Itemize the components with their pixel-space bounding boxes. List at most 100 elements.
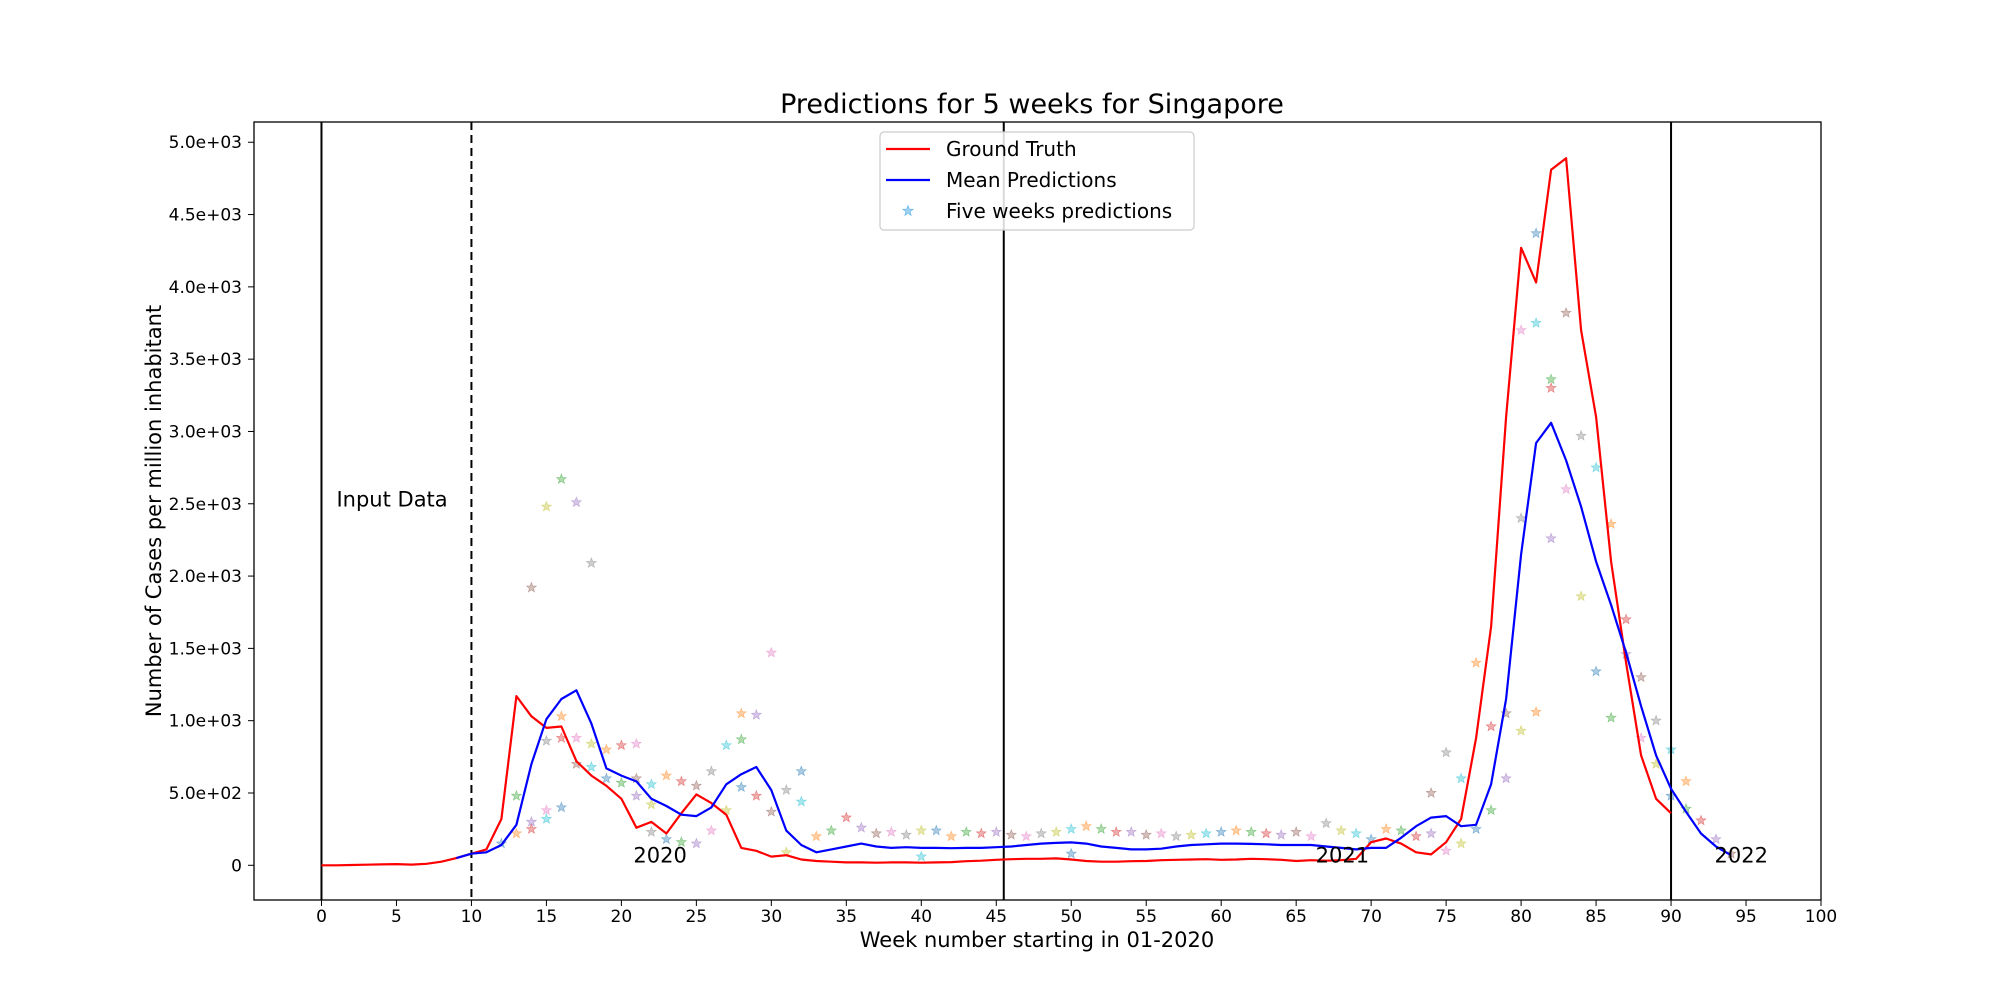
prediction-point	[1020, 830, 1033, 842]
prediction-point	[525, 823, 538, 834]
prediction-point	[1410, 830, 1422, 842]
prediction-point	[1275, 828, 1287, 840]
x-tick-label: 60	[1210, 907, 1232, 927]
legend-swatch-five-weeks-star	[901, 204, 915, 217]
prediction-point	[1170, 830, 1183, 842]
prediction-point	[540, 734, 553, 746]
prediction-point	[525, 815, 538, 827]
prediction-point	[675, 775, 688, 787]
y-tick-label: 2.0e+03	[169, 567, 242, 587]
prediction-point	[1110, 825, 1123, 837]
x-tick-label: 40	[910, 907, 932, 927]
prediction-point	[585, 760, 598, 772]
prediction-point	[1185, 828, 1197, 840]
prediction-point	[885, 825, 898, 837]
prediction-point	[765, 805, 778, 817]
prediction-point	[1215, 825, 1227, 837]
y-axis: 0 5.0e+02 1.0e+03 1.5e+03 2.0e+03 2.5e+03 3.0e…	[169, 133, 254, 876]
prediction-point	[690, 837, 703, 849]
y-tick-label: 2.5e+03	[169, 495, 242, 515]
prediction-point	[1635, 671, 1647, 683]
prediction-point	[810, 830, 823, 842]
series-line-ground-truth	[321, 157, 1672, 867]
x-tick-label: 30	[761, 907, 783, 927]
prediction-point	[1530, 227, 1542, 239]
prediction-point	[1155, 827, 1168, 839]
prediction-point	[1515, 324, 1527, 336]
prediction-point	[525, 581, 538, 593]
prediction-point	[1590, 461, 1602, 473]
prediction-point	[750, 708, 763, 720]
prediction-point	[1050, 825, 1063, 837]
prediction-point	[1575, 429, 1587, 441]
prediction-point	[1605, 711, 1617, 723]
prediction-point	[855, 821, 868, 833]
prediction-point	[510, 827, 523, 839]
legend-label-mean-predictions: Mean Predictions	[946, 168, 1117, 192]
prediction-point	[1515, 724, 1527, 736]
prediction-point	[1035, 827, 1048, 839]
x-tick-label: 100	[1805, 907, 1837, 927]
prediction-point	[1005, 828, 1017, 840]
x-axis: 0 5 10 15 20 25 30 35 40 45 50 55 60 65 70 75 80 85 90 95 10…	[316, 900, 1837, 927]
prediction-point	[1500, 707, 1512, 719]
x-tick-label: 15	[536, 907, 558, 927]
prediction-point	[1125, 825, 1138, 837]
prediction-point	[1350, 827, 1362, 839]
prediction-point	[555, 710, 568, 722]
prediction-point	[1260, 827, 1272, 839]
x-tick-label: 35	[835, 907, 857, 927]
y-tick-label: 3.5e+03	[169, 350, 242, 370]
y-tick-label: 4.0e+03	[169, 278, 242, 298]
x-axis-label: Week number starting in 01-2020	[860, 928, 1214, 952]
prediction-point	[720, 804, 733, 816]
y-tick-label: 4.5e+03	[169, 206, 242, 226]
x-tick-label: 90	[1660, 907, 1682, 927]
x-tick-label: 0	[316, 907, 327, 927]
y-tick-label: 1.0e+03	[169, 712, 242, 732]
prediction-point	[1530, 705, 1542, 717]
prediction-point	[615, 776, 628, 788]
prediction-point	[705, 765, 718, 777]
y-tick-label: 3.0e+03	[169, 422, 242, 442]
annotation-2022: 2022	[1715, 843, 1768, 867]
prediction-point	[1545, 373, 1557, 385]
x-tick-label: 50	[1060, 907, 1082, 927]
x-tick-label: 75	[1435, 907, 1457, 927]
prediction-point	[1440, 746, 1452, 758]
x-tick-label: 85	[1585, 907, 1607, 927]
prediction-point	[540, 804, 553, 816]
prediction-point	[1065, 823, 1078, 834]
y-tick-label: 1.5e+03	[169, 639, 242, 659]
prediction-point	[915, 850, 927, 862]
prediction-point	[780, 784, 793, 795]
prediction-point	[615, 739, 628, 751]
prediction-point	[1470, 656, 1482, 668]
x-tick-label: 45	[985, 907, 1007, 927]
prediction-point	[1230, 824, 1242, 836]
prediction-point	[870, 827, 882, 839]
prediction-point	[1680, 775, 1692, 787]
x-tick-label: 10	[461, 907, 483, 927]
legend-label-ground-truth: Ground Truth	[946, 137, 1077, 161]
prediction-point	[1545, 532, 1557, 544]
prediction-point	[1245, 825, 1257, 837]
prediction-point	[1710, 833, 1722, 845]
prediction-point	[825, 824, 838, 836]
prediction-point	[930, 824, 942, 836]
prediction-point	[915, 824, 927, 836]
prediction-point	[600, 743, 613, 755]
prediction-point	[1440, 844, 1452, 856]
x-tick-label: 55	[1135, 907, 1157, 927]
prediction-point	[765, 646, 778, 658]
prediction-point	[570, 758, 583, 769]
prediction-point	[1395, 824, 1407, 836]
prediction-point	[1500, 772, 1512, 784]
prediction-point	[1650, 714, 1662, 726]
x-tick-label: 20	[611, 907, 633, 927]
y-axis-label: Number of Cases per million inhabitant	[142, 305, 166, 717]
legend: Ground Truth Mean Predictions Five weeks…	[879, 131, 1195, 231]
prediction-point	[1200, 827, 1212, 839]
